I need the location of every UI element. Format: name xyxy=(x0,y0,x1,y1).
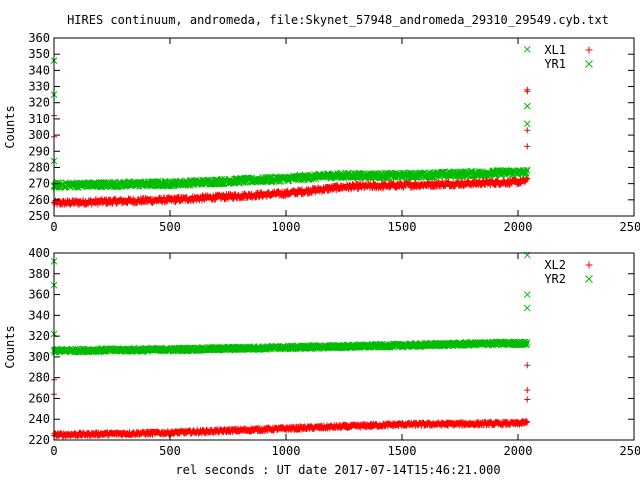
chart0-series0-point-355 xyxy=(232,191,239,198)
chart0-ytick-label-9: 340 xyxy=(28,63,50,77)
chart1-xtick-label-2: 1000 xyxy=(272,444,301,458)
bottom-plot: 220 240 260 280 300 320 340 360 380 400 0 500 1000 15… xyxy=(3,246,640,458)
chart1-series0-point-926 xyxy=(523,418,530,425)
chart1-ylabel: Counts xyxy=(3,325,17,368)
chart1-xtick-label-4: 2000 xyxy=(504,444,533,458)
chart0-ytick-label-8: 330 xyxy=(28,80,50,94)
chart1-ytick-label-0: 220 xyxy=(28,433,50,447)
chart0-series0-point-238 xyxy=(172,198,179,205)
chart1-xtick-label-5: 2500 xyxy=(620,444,640,458)
chart1-ytick-label-4: 300 xyxy=(28,350,50,364)
chart1-series0-point-legend xyxy=(585,261,593,269)
chart1-xtick-label-0: 0 xyxy=(50,444,57,458)
chart1-ytick-label-6: 340 xyxy=(28,308,50,322)
chart0-frame xyxy=(53,37,635,217)
chart0-ytick-label-11: 360 xyxy=(28,31,50,45)
chart0-series0-point-932 xyxy=(524,143,531,150)
chart1-legend-marker-0 xyxy=(585,261,593,269)
chart0-series1-point-933 xyxy=(523,120,531,128)
chart1-series1-point-926 xyxy=(523,340,530,348)
chart0-ytick-label-10: 350 xyxy=(28,47,50,61)
chart1-legend-marker-1 xyxy=(585,275,593,283)
chart0-legend-marker-1 xyxy=(585,60,593,68)
chart0-legend-label-1: YR1 xyxy=(544,57,566,71)
chart1-series0-point-931 xyxy=(524,387,531,394)
chart0-series0-point-931 xyxy=(524,127,531,134)
chart0-series0-point-315 xyxy=(211,196,218,203)
chart1-series1-point-legend xyxy=(585,275,593,283)
chart0-ytick-label-1: 260 xyxy=(28,193,50,207)
chart1-series-YR2 xyxy=(50,251,531,356)
chart0-series0-point-123 xyxy=(113,200,120,207)
chart0-ytick-label-3: 280 xyxy=(28,160,50,174)
chart0-series0-point-933 xyxy=(524,88,531,95)
chart1-frame xyxy=(53,252,635,441)
chart0-series1-point-legend xyxy=(585,60,593,68)
chart0-series0-point-595 xyxy=(354,186,361,193)
chart1-ytick-label-1: 240 xyxy=(28,412,50,426)
chart0-series0-point-799 xyxy=(458,179,465,186)
chart1-series1-point-933 xyxy=(523,304,531,312)
chart0-legend-label-0: XL1 xyxy=(544,43,566,57)
chart1-legend-label-0: XL2 xyxy=(544,258,566,272)
chart0-ytick-label-7: 320 xyxy=(28,96,50,110)
chart0-xtick-label-3: 1500 xyxy=(388,220,417,234)
chart1-ytick-label-2: 260 xyxy=(28,391,50,405)
chart1-ytick-label-5: 320 xyxy=(28,329,50,343)
chart0-series0-point-378 xyxy=(243,195,250,202)
chart0-ylabel: Counts xyxy=(3,105,17,148)
chart0-ytick-label-0: 250 xyxy=(28,209,50,223)
chart0-xtick-label-1: 500 xyxy=(159,220,181,234)
chart0-ytick-label-5: 300 xyxy=(28,128,50,142)
x-axis-label: rel seconds : UT date 2017-07-14T15:46:2… xyxy=(175,463,500,477)
chart0-xtick-label-4: 2000 xyxy=(504,220,533,234)
chart0-xtick-label-0: 0 xyxy=(50,220,57,234)
chart1-ytick-label-8: 380 xyxy=(28,267,50,281)
chart1-series1-point-932 xyxy=(523,291,531,298)
chart1-ytick-label-3: 280 xyxy=(28,371,50,385)
chart1-series0-point-932 xyxy=(524,396,531,403)
chart1-ytick-label-7: 360 xyxy=(28,288,50,302)
chart0-series0-point-57 xyxy=(80,196,87,203)
chart1-ytick-label-9: 400 xyxy=(28,246,50,260)
chart0-xtick-label-5: 2500 xyxy=(620,220,640,234)
top-plot: 250 260 270 280 290 300 310 320 330 340 350 360 0 500… xyxy=(3,31,640,234)
chart1-series0-point-927 xyxy=(524,419,531,426)
chart0-series-XL1 xyxy=(51,86,531,208)
chart1-legend-label-1: YR2 xyxy=(544,272,566,286)
chart0-series1-point-932 xyxy=(523,102,531,110)
chart1-series0-point-930 xyxy=(524,362,531,369)
chart0-series1-point-931 xyxy=(523,45,531,53)
chart0-series0-point-646 xyxy=(380,184,387,191)
chart-title: HIRES continuum, andromeda, file:Skynet_… xyxy=(67,13,609,27)
chart1-xtick-label-3: 1500 xyxy=(388,444,417,458)
chart0-series0-point-legend xyxy=(585,46,593,54)
chart0-ytick-label-4: 290 xyxy=(28,144,50,158)
chart0-series1-point-927 xyxy=(523,167,531,174)
chart0-xtick-label-2: 1000 xyxy=(272,220,301,234)
chart1-series1-point-927 xyxy=(523,338,531,346)
chart0-ytick-label-6: 310 xyxy=(28,112,50,126)
chart0-ytick-label-2: 270 xyxy=(28,177,50,191)
chart1-xtick-label-1: 500 xyxy=(159,444,181,458)
chart0-series-YR1 xyxy=(50,45,531,191)
chart0-legend-marker-0 xyxy=(585,46,593,54)
chart1-series-XL2 xyxy=(51,362,531,440)
